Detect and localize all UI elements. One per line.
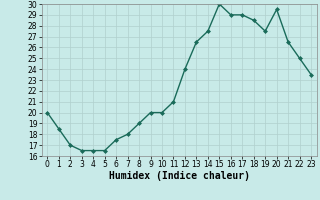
X-axis label: Humidex (Indice chaleur): Humidex (Indice chaleur) xyxy=(109,171,250,181)
